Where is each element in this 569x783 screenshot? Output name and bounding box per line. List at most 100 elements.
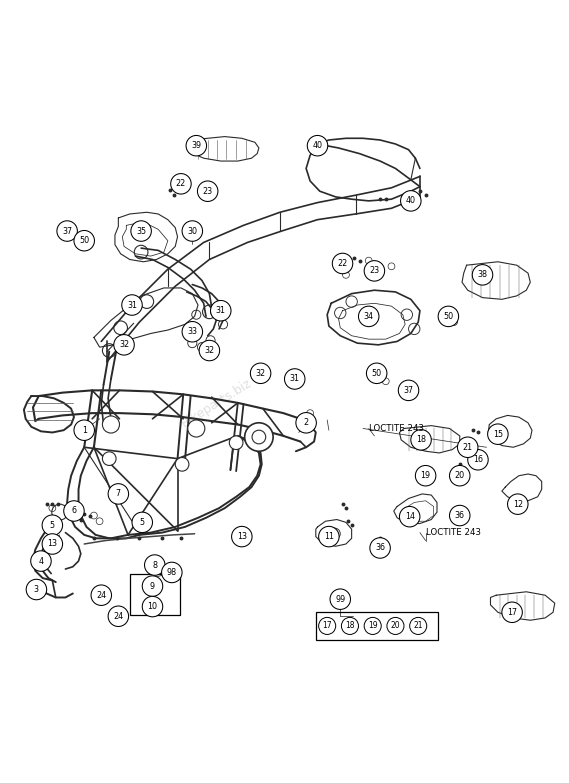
Text: 21: 21 — [463, 442, 473, 452]
Text: 18: 18 — [416, 435, 426, 445]
Circle shape — [502, 602, 522, 622]
Text: Bikeparts.biz: Bikeparts.biz — [179, 376, 254, 430]
Circle shape — [307, 135, 328, 156]
Text: 19: 19 — [420, 471, 431, 480]
Circle shape — [114, 334, 134, 355]
Circle shape — [175, 457, 189, 471]
Circle shape — [415, 465, 436, 486]
Circle shape — [488, 424, 508, 445]
Circle shape — [57, 221, 77, 241]
Circle shape — [450, 465, 470, 486]
Text: 3: 3 — [34, 585, 39, 594]
Circle shape — [296, 413, 316, 433]
Text: 36: 36 — [455, 511, 465, 520]
Text: 20: 20 — [391, 622, 400, 630]
Text: 21: 21 — [414, 622, 423, 630]
Text: 17: 17 — [323, 622, 332, 630]
Circle shape — [171, 174, 191, 194]
Text: 5: 5 — [50, 521, 55, 530]
Circle shape — [364, 261, 385, 281]
Text: 24: 24 — [96, 590, 106, 600]
Circle shape — [401, 190, 421, 211]
Text: 33: 33 — [187, 327, 197, 336]
Circle shape — [366, 363, 387, 384]
Text: 4: 4 — [39, 557, 43, 565]
Text: 31: 31 — [216, 306, 226, 316]
Circle shape — [132, 512, 152, 532]
Text: 18: 18 — [345, 622, 354, 630]
Text: 99: 99 — [335, 594, 345, 604]
Bar — [316, 612, 438, 640]
Circle shape — [410, 617, 427, 634]
Text: 2: 2 — [303, 418, 309, 428]
Circle shape — [438, 306, 459, 327]
Circle shape — [398, 380, 419, 401]
Text: 32: 32 — [255, 369, 266, 377]
Circle shape — [211, 301, 231, 321]
Text: 50: 50 — [372, 369, 382, 377]
Circle shape — [250, 363, 271, 384]
Text: 23: 23 — [203, 186, 213, 196]
Text: 22: 22 — [337, 259, 348, 268]
Text: 31: 31 — [290, 374, 300, 384]
Text: 16: 16 — [473, 455, 483, 464]
Text: 10: 10 — [147, 602, 158, 611]
Circle shape — [387, 617, 404, 634]
Text: 36: 36 — [375, 543, 385, 553]
Circle shape — [162, 562, 182, 583]
Circle shape — [358, 306, 379, 327]
Circle shape — [31, 550, 51, 572]
Circle shape — [42, 515, 63, 536]
Circle shape — [64, 501, 84, 521]
Text: LOCTITE 243: LOCTITE 243 — [426, 528, 481, 537]
Circle shape — [108, 484, 129, 504]
Text: 37: 37 — [62, 226, 72, 236]
Text: 32: 32 — [204, 346, 215, 355]
Text: 14: 14 — [405, 512, 415, 521]
Text: 40: 40 — [312, 141, 323, 150]
Circle shape — [108, 606, 129, 626]
Bar — [130, 574, 180, 615]
Text: 7: 7 — [116, 489, 121, 499]
Text: 24: 24 — [113, 612, 123, 621]
Circle shape — [364, 617, 381, 634]
Text: 22: 22 — [176, 179, 186, 189]
Circle shape — [508, 494, 528, 514]
Circle shape — [457, 437, 478, 457]
Text: 35: 35 — [136, 226, 146, 236]
Text: 12: 12 — [513, 500, 523, 509]
Text: 98: 98 — [167, 568, 177, 577]
Circle shape — [42, 534, 63, 554]
Text: 15: 15 — [493, 430, 503, 438]
Text: 34: 34 — [364, 312, 374, 321]
Circle shape — [74, 420, 94, 440]
Circle shape — [142, 597, 163, 617]
Circle shape — [91, 585, 112, 605]
Circle shape — [472, 265, 493, 285]
Circle shape — [332, 253, 353, 274]
Text: 50: 50 — [79, 236, 89, 245]
Text: 32: 32 — [119, 341, 129, 349]
Text: 9: 9 — [150, 582, 155, 590]
Text: 30: 30 — [187, 226, 197, 236]
Circle shape — [102, 452, 116, 465]
Text: 23: 23 — [369, 266, 380, 276]
Circle shape — [319, 526, 339, 547]
Text: 31: 31 — [127, 301, 137, 309]
Circle shape — [450, 505, 470, 525]
Circle shape — [199, 341, 220, 361]
Circle shape — [26, 579, 47, 600]
Text: 40: 40 — [406, 197, 416, 205]
Circle shape — [145, 555, 165, 576]
Text: 11: 11 — [324, 532, 334, 541]
Text: 17: 17 — [507, 608, 517, 617]
Text: 37: 37 — [403, 386, 414, 395]
Circle shape — [182, 322, 203, 342]
Circle shape — [197, 181, 218, 201]
Circle shape — [188, 420, 205, 437]
Text: LOCTITE 243: LOCTITE 243 — [369, 424, 424, 433]
Circle shape — [411, 430, 431, 450]
Text: 19: 19 — [368, 622, 377, 630]
Circle shape — [370, 538, 390, 558]
Circle shape — [74, 230, 94, 251]
